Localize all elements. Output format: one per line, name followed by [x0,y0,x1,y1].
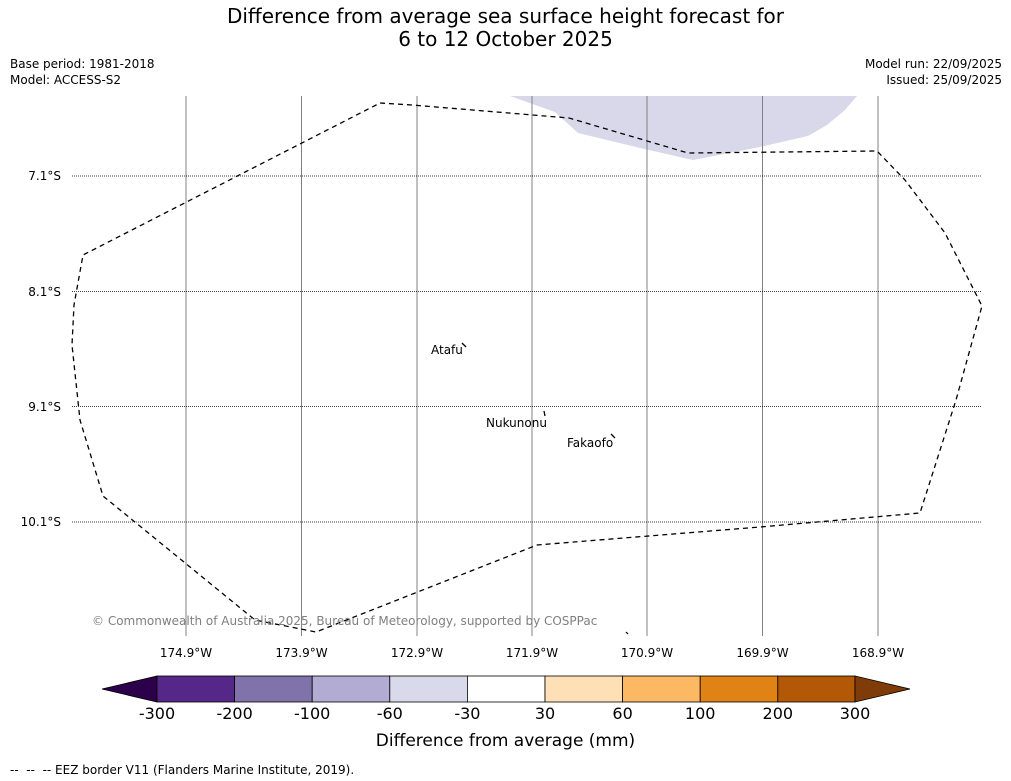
chart-title: Difference from average sea surface heig… [0,5,1011,51]
colorbar-extend-high [854,675,911,703]
longitude-gridlines [185,96,879,636]
lat-label-7-1: 7.1°S [28,169,61,183]
colorbar-tick-30: 30 [534,704,556,723]
colorbar [101,675,911,703]
title-line-1: Difference from average sea surface heig… [226,4,785,28]
colorbar-segment-6 [544,675,623,703]
colorbar-tick-300: 300 [839,704,871,723]
anomaly-region-negative [510,96,857,160]
base-period-text: Base period: 1981-2018 [10,57,155,71]
colorbar-tick-minus-30: -30 [454,704,481,723]
colorbar-extend-low [101,675,158,703]
colorbar-segment-1 [156,675,235,703]
lat-label-10-1: 10.1°S [20,515,61,529]
colorbar-tick-minus-200: -200 [216,704,253,723]
islet-mark [625,631,629,635]
latitude-gridlines [72,175,982,523]
colorbar-segment-3 [311,675,391,703]
colorbar-title: Difference from average (mm) [375,731,636,751]
colorbar-segment-2 [234,675,313,703]
model-run-text: Model run: 22/09/2025 [864,57,1002,71]
colorbar-segment-9 [777,675,856,703]
colorbar-tick-minus-100: -100 [294,704,331,723]
lon-label-168-9: 168.9°W [851,646,905,660]
lon-label-174-9: 174.9°W [159,646,213,660]
lon-label-173-9: 173.9°W [275,646,328,660]
colorbar-tick-100: 100 [684,704,716,723]
metadata-left: Base period: 1981-2018 Model: ACCESS-S2 [10,56,155,88]
atafu-island-mark [461,342,467,348]
copyright-notice: © Commonwealth of Australia 2025, Bureau… [92,614,598,628]
colorbar-segment-7 [622,675,701,703]
eez-legend: -- -- -- EEZ border V11 (Flanders Marine… [10,763,355,777]
place-label-atafu: Atafu [431,343,463,357]
place-label-fakaofo: Fakaofo [567,436,614,450]
eez-border [71,102,983,633]
colorbar-tick-minus-60: -60 [376,704,403,723]
title-line-2: 6 to 12 October 2025 [398,27,613,51]
lon-label-170-9: 170.9°W [620,646,674,660]
colorbar-tick-60: 60 [612,704,633,723]
place-label-nukunonu: Nukunonu [486,416,547,430]
colorbar-segment-4 [389,675,468,703]
issued-text: Issued: 25/09/2025 [886,73,1002,87]
colorbar-tick-200: 200 [762,704,794,723]
metadata-right: Model run: 22/09/2025 Issued: 25/09/2025 [865,56,1002,88]
lon-label-169-9: 169.9°W [736,646,789,660]
colorbar-segment-5 [466,675,546,703]
fakaofo-island-mark [610,433,616,439]
lat-label-8-1: 8.1°S [28,285,61,299]
lon-label-171-9: 171.9°W [505,646,559,660]
lat-label-9-1: 9.1°S [28,400,61,414]
colorbar-segment-8 [699,675,779,703]
lon-label-172-9: 172.9°W [390,646,444,660]
nukunonu-island-mark [543,410,546,417]
model-text: Model: ACCESS-S2 [10,73,122,87]
colorbar-tick-minus-300: -300 [138,704,176,723]
